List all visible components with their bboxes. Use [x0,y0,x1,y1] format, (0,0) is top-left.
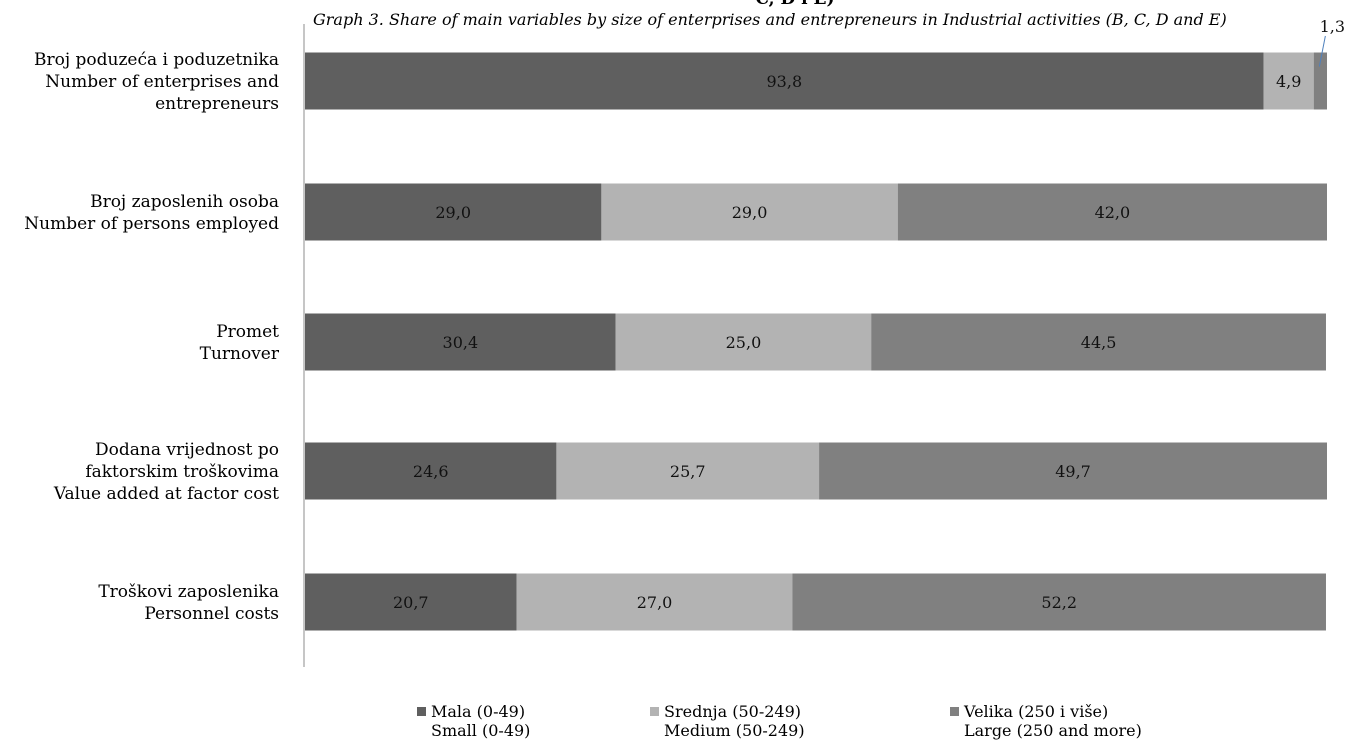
bar-value-label: 4,9 [1276,72,1301,91]
category-label-line: Broj poduzeća i poduzetnika [34,50,279,70]
category-label: Dodana vrijednost po faktorskim troškovim… [53,440,279,504]
legend-label-line: Medium (50-249) [664,721,805,740]
bar-segment [1263,52,1314,110]
bar-value-label: 93,8 [767,72,803,91]
bar-value-label: 44,5 [1081,333,1117,352]
chart-subtitle: Graph 3. Share of main variables by size… [313,10,1227,29]
bar-value-label: 1,3 [1320,17,1345,36]
category-label-line: Promet [216,322,279,342]
bar-segment [556,442,820,500]
category-labels-layer: Broj poduzeća i poduzetnika Number of ent… [24,50,280,624]
bar-segment [305,573,517,631]
bar-segment [1313,52,1327,110]
category-label-line: Turnover [200,344,280,364]
bar-segment [615,313,872,371]
legend-label-line: Mala (0-49) [431,702,526,721]
category-label: Broj poduzeća i poduzetnika Number of ent… [34,50,279,114]
bar-value-label: 25,7 [670,462,706,481]
legend-label-line: Velika (250 i više) [964,702,1109,721]
bars-layer [305,52,1327,631]
value-labels-layer: 93,8 4,9 1,3 29,0 29,0 42,0 30,4 25,0 44,5 24,6 25… [393,17,1345,612]
chart-title: C, D i E) [755,0,834,9]
bar-value-label: 20,7 [393,593,429,612]
category-label: Promet Turnover [200,322,280,364]
legend-swatch [417,707,426,716]
bar-segment [871,313,1326,371]
bar-value-label: 25,0 [726,333,762,352]
legend-label-line: Large (250 and more) [964,721,1142,740]
category-label: Broj zaposlenih osoba Number of persons e… [24,192,279,234]
leader-line [1318,35,1326,67]
bar-value-label: 29,0 [435,203,471,222]
bar-segment [516,573,793,631]
bar-value-label: 24,6 [413,462,449,481]
bar-segment [305,442,557,500]
bar-value-label: 42,0 [1095,203,1131,222]
category-label-line: Personnel costs [144,604,279,624]
bar-segment [792,573,1326,631]
category-label-line: entrepreneurs [155,94,279,114]
bar-value-label: 27,0 [637,593,673,612]
legend-item: Mala (0-49) Small (0-49) [417,702,530,740]
bar-segment [305,52,1264,110]
bar-value-label: 49,7 [1055,462,1091,481]
category-label-line: Number of enterprises and [45,72,279,92]
bar-value-label: 30,4 [443,333,479,352]
legend-label-line: Small (0-49) [431,721,531,740]
bar-segment [601,183,898,241]
legend-item: Srednja (50-249) Medium (50-249) [650,702,805,740]
bar-value-label: 52,2 [1041,593,1077,612]
legend-swatch [650,707,659,716]
legend: Mala (0-49) Small (0-49) Srednja (50-249) M… [0,700,1349,746]
bar-segment [305,183,602,241]
category-label-line: faktorskim troškovima [85,462,279,482]
legend-label: Velika (250 i više) Large (250 and more) [950,702,1142,740]
bar-segment [305,313,616,371]
category-label: Troškovi zaposlenika Personnel costs [98,582,279,624]
category-label-line: Value added at factor cost [53,484,279,504]
category-label-line: Troškovi zaposlenika [98,582,279,602]
bar-value-label: 29,0 [732,203,768,222]
legend-label: Mala (0-49) Small (0-49) [417,702,530,740]
category-label-line: Dodana vrijednost po [95,440,279,460]
legend-swatch [950,707,959,716]
bar-segment [897,183,1327,241]
category-label-line: Broj zaposlenih osoba [90,192,279,212]
legend-label-line: Srednja (50-249) [664,702,801,721]
legend-label: Srednja (50-249) Medium (50-249) [650,702,805,740]
bar-segment [819,442,1327,500]
legend-item: Velika (250 i više) Large (250 and more) [950,702,1142,740]
category-label-line: Number of persons employed [24,214,279,234]
